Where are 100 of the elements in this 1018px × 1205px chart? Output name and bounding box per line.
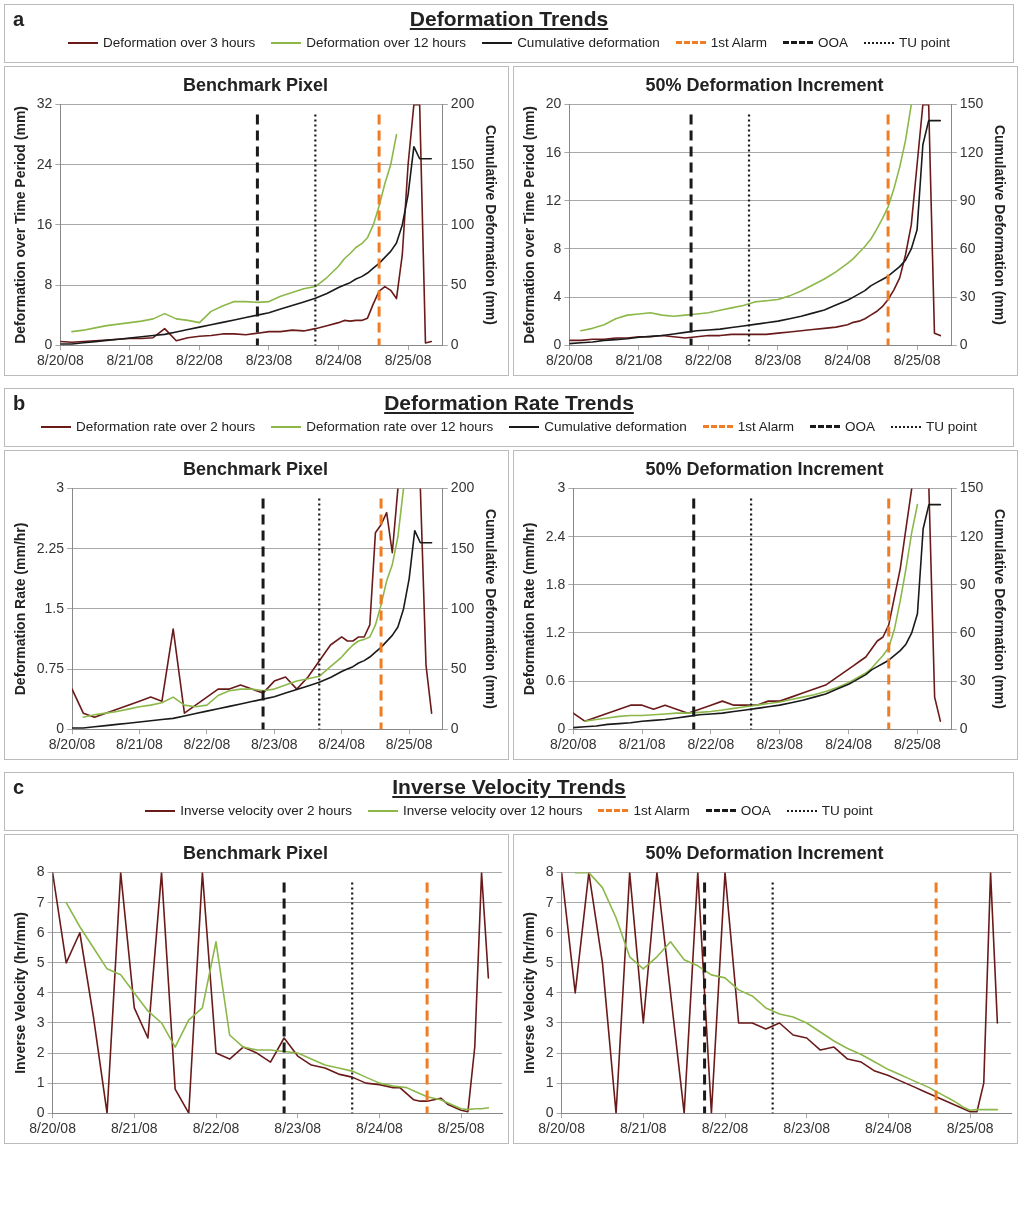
y-tick-label: 0.6 [545, 671, 566, 688]
y-tick-label: 8 [545, 863, 554, 880]
y2-tick-label: 90 [959, 575, 976, 592]
y-tick-label: 5 [545, 953, 554, 970]
y-tick-label: 16 [36, 215, 53, 232]
y2-tick-label: 200 [450, 95, 475, 112]
y2-axis-title: Cumulative Deformation (mm) [991, 124, 1008, 325]
x-tick-label: 8/22/08 [176, 352, 224, 369]
y2-tick-label: 150 [959, 95, 984, 112]
y2-tick-label: 200 [450, 479, 475, 496]
legend-label: Cumulative deformation [517, 35, 660, 50]
y-tick-label: 0 [553, 336, 562, 353]
x-tick-label: 8/25/08 [893, 352, 941, 369]
y-tick-label: 1.5 [44, 599, 65, 616]
y2-tick-label: 100 [450, 215, 475, 232]
y-tick-label: 0 [44, 336, 53, 353]
y2-tick-label: 50 [450, 275, 467, 292]
y-tick-label: 3 [545, 1013, 554, 1030]
chart-title: Benchmark Pixel [182, 74, 329, 95]
y-tick-label: 1.8 [545, 575, 566, 592]
y-tick-label: 4 [545, 983, 554, 1000]
y2-tick-label: 30 [959, 671, 976, 688]
y2-tick-label: 30 [959, 287, 976, 304]
x-tick-label: 8/22/08 [701, 1120, 749, 1137]
y-tick-label: 8 [44, 275, 53, 292]
legend-label: OOA [817, 35, 848, 50]
legend-label: OOA [845, 419, 876, 434]
y-tick-label: 4 [553, 287, 562, 304]
chart-title: 50% Deformation Increment [645, 842, 884, 863]
legend-label: TU point [899, 35, 951, 50]
y-axis-title: Deformation over Time Period (mm) [521, 106, 538, 344]
x-tick-label: 8/20/08 [48, 736, 96, 753]
y2-tick-label: 0 [959, 720, 968, 737]
x-tick-label: 8/24/08 [865, 1120, 912, 1137]
y2-tick-label: 150 [450, 155, 475, 172]
text: b [13, 392, 26, 415]
y-tick-label: 0 [56, 720, 65, 737]
y2-tick-label: 0 [959, 336, 968, 353]
y-tick-label: 0 [36, 1104, 45, 1121]
chart-title: 50% Deformation Increment [645, 74, 884, 95]
x-tick-label: 8/25/08 [894, 736, 941, 753]
x-tick-label: 8/24/08 [356, 1120, 403, 1137]
x-tick-label: 8/23/08 [245, 352, 293, 369]
y-tick-label: 2 [545, 1043, 554, 1060]
y-tick-label: 2.25 [36, 539, 65, 556]
y-tick-label: 1.2 [545, 623, 566, 640]
x-tick-label: 8/22/08 [687, 736, 735, 753]
y-axis-title: Deformation Rate (mm/hr) [12, 522, 29, 696]
x-tick-label: 8/21/08 [116, 736, 164, 753]
y-tick-label: 3 [36, 1013, 45, 1030]
y-axis-title: Deformation over Time Period (mm) [12, 106, 29, 344]
x-tick-label: 8/20/08 [29, 1120, 77, 1137]
y-tick-label: 7 [545, 893, 554, 910]
legend-label: Cumulative deformation [544, 419, 687, 434]
legend-label: OOA [740, 803, 771, 818]
x-tick-label: 8/20/08 [546, 352, 593, 369]
y-tick-label: 24 [36, 155, 53, 172]
text: c [13, 776, 25, 799]
x-tick-label: 8/24/08 [315, 352, 363, 369]
y2-tick-label: 100 [450, 599, 475, 616]
x-tick-label: 8/20/08 [37, 352, 84, 369]
legend-label: Inverse velocity over 12 hours [403, 803, 583, 818]
x-tick-label: 8/21/08 [619, 1120, 667, 1137]
y-tick-label: 20 [545, 95, 562, 112]
y-tick-label: 3 [56, 479, 65, 496]
x-tick-label: 8/23/08 [250, 736, 298, 753]
y-tick-label: 4 [36, 983, 45, 1000]
legend-label: 1st Alarm [737, 419, 794, 434]
y-tick-label: 8 [36, 863, 45, 880]
y2-tick-label: 50 [450, 659, 467, 676]
y2-axis-title: Cumulative Deformation (mm) [991, 508, 1008, 709]
x-tick-label: 8/24/08 [825, 736, 873, 753]
y-tick-label: 16 [545, 143, 562, 160]
y2-tick-label: 120 [959, 143, 984, 160]
y-tick-label: 0 [557, 720, 566, 737]
legend-label: Deformation rate over 2 hours [75, 419, 256, 434]
y-tick-label: 6 [36, 923, 45, 940]
y-tick-label: 6 [545, 923, 554, 940]
y-tick-label: 8 [553, 239, 562, 256]
y-tick-label: 1 [545, 1073, 554, 1090]
y2-axis-title: Cumulative Deformation (mm) [482, 508, 499, 709]
y-tick-label: 3 [557, 479, 566, 496]
legend-label: TU point [926, 419, 978, 434]
x-tick-label: 8/23/08 [274, 1120, 322, 1137]
chart-title: Benchmark Pixel [182, 458, 329, 479]
x-tick-label: 8/25/08 [385, 736, 433, 753]
legend-label: TU point [821, 803, 873, 818]
text: a [13, 8, 25, 31]
x-tick-label: 8/25/08 [946, 1120, 994, 1137]
x-tick-label: 8/22/08 [192, 1120, 240, 1137]
y-tick-label: 7 [36, 893, 45, 910]
y-tick-label: 1 [36, 1073, 45, 1090]
x-tick-label: 8/22/08 [685, 352, 733, 369]
x-tick-label: 8/24/08 [318, 736, 366, 753]
y-tick-label: 32 [36, 95, 53, 112]
y2-tick-label: 60 [959, 623, 976, 640]
y2-tick-label: 150 [450, 539, 475, 556]
x-tick-label: 8/20/08 [549, 736, 597, 753]
x-tick-label: 8/24/08 [824, 352, 872, 369]
x-tick-label: 8/21/08 [618, 736, 666, 753]
